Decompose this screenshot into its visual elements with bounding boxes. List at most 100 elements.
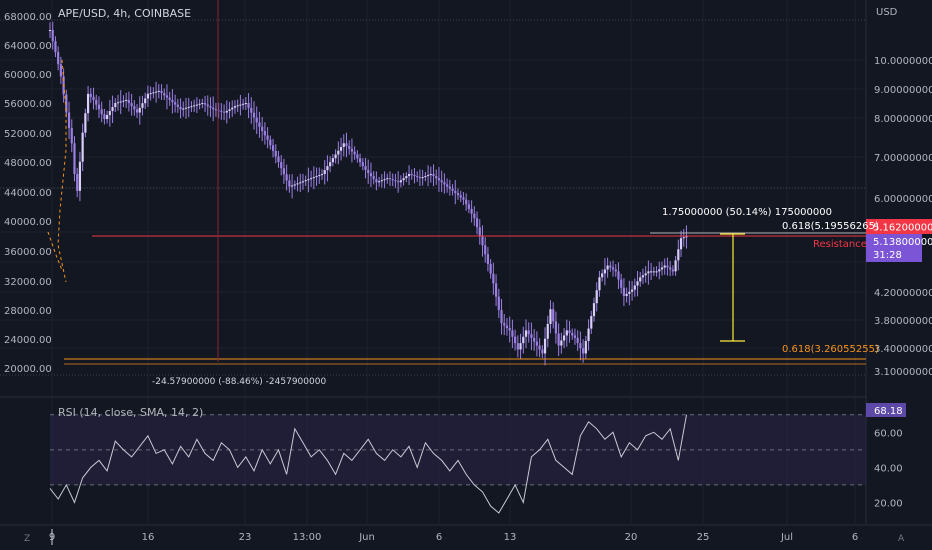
candle-body [467, 204, 470, 209]
right-axis-tick: 3.10000000 [874, 367, 932, 378]
candle-body [225, 110, 228, 113]
candle-body [163, 93, 166, 96]
candle-body [310, 178, 313, 180]
candle-body [524, 330, 528, 337]
x-axis-tick: Jun [358, 532, 375, 543]
candle-body [443, 182, 446, 185]
dashed-projection-2[interactable] [47, 231, 63, 271]
candle-body [89, 93, 92, 97]
candle-body [446, 184, 449, 187]
candle-body [108, 111, 111, 116]
candle-body [127, 99, 130, 104]
right-axis-tick: 6.00000000 [874, 194, 932, 205]
auto-scale-icon[interactable]: A [898, 534, 905, 544]
left-axis-tick: 48000.00 [4, 158, 52, 169]
candle-body [78, 161, 82, 191]
candle-body [239, 104, 242, 106]
right-axis-tick: 3.80000000 [874, 316, 932, 327]
candle-body [530, 334, 533, 338]
candle-body [416, 176, 419, 178]
right-axis-tick: 7.00000000 [874, 153, 932, 164]
symbol-title[interactable]: APE/USD, 4h, COINBASE [58, 7, 192, 20]
candle-body [95, 99, 98, 105]
dashed-projection[interactable] [57, 59, 67, 283]
zoom-reset-icon[interactable]: Z [24, 534, 30, 544]
candle-body [592, 303, 596, 317]
candle-body [103, 114, 106, 120]
resistance-label: Resistance [813, 239, 867, 250]
candle-body [497, 296, 500, 310]
candle-body [685, 236, 688, 238]
left-axis-tick: 28000.00 [4, 306, 52, 317]
candle-body [407, 174, 411, 177]
candle-body [337, 150, 340, 155]
candle-body [508, 328, 511, 331]
candle-body [641, 275, 645, 278]
candle-body [114, 103, 117, 108]
candle-body [307, 179, 310, 181]
candle-body [222, 111, 226, 113]
candle-body [573, 335, 577, 338]
left-axis: 68000.00 64000.00 60000.00 56000.00 52000.00… [4, 12, 52, 375]
candle-body [557, 333, 560, 346]
left-axis-tick: 56000.00 [4, 99, 52, 110]
rsi-indicator-label[interactable]: RSI (14, close, SMA, 14, 2) [58, 406, 204, 419]
candle-body [277, 156, 280, 163]
x-axis-tick: 16 [142, 532, 155, 543]
candle-body [435, 176, 438, 179]
candle-body [348, 146, 351, 149]
candle-body [489, 263, 492, 274]
candle-body [571, 332, 574, 336]
candle-body [242, 103, 245, 105]
right-axis-tick: 10.00000000 [874, 56, 932, 67]
candle-body [576, 337, 579, 344]
candle-body [339, 147, 343, 151]
left-axis-tick: 44000.00 [4, 188, 52, 199]
candle-body [475, 218, 479, 228]
candle-body [59, 64, 62, 77]
candle-body [533, 337, 536, 342]
candle-body [263, 131, 266, 136]
candle-body [250, 107, 253, 113]
candle-body [293, 184, 296, 186]
candle-body [655, 271, 658, 273]
candle-body [236, 105, 239, 107]
current-price-badge [866, 234, 922, 262]
candle-body [633, 285, 636, 290]
candle-body [361, 162, 364, 167]
candle-body [394, 180, 397, 182]
candle-body [519, 343, 522, 350]
candle-body [261, 126, 264, 132]
candle-body [527, 330, 530, 335]
candle-body [76, 174, 79, 191]
candle-body [511, 330, 514, 337]
candle-body [584, 341, 587, 354]
candle-body [622, 287, 626, 296]
candle-body [386, 178, 389, 180]
candle-body [154, 91, 158, 93]
candle-body [353, 151, 356, 155]
candle-body [620, 279, 623, 288]
right-axis-unit: USD [876, 7, 898, 18]
candle-body [165, 95, 169, 98]
x-axis-tick: 20 [625, 532, 638, 543]
candle-series [48, 21, 688, 366]
candle-body [413, 175, 416, 177]
candle-body [456, 193, 460, 196]
candle-body [380, 180, 383, 182]
candle-body [462, 197, 465, 200]
left-axis-tick: 32000.00 [4, 277, 52, 288]
candle-body [130, 103, 133, 107]
candle-body [358, 158, 362, 163]
candle-body [144, 98, 147, 104]
candle-body [92, 96, 95, 100]
drawings[interactable] [47, 0, 866, 365]
candle-body [437, 178, 441, 181]
candle-body [258, 122, 261, 127]
candle-body [198, 103, 201, 105]
candle-body [375, 179, 378, 183]
candle-body [614, 269, 617, 272]
candle-body [48, 30, 52, 32]
